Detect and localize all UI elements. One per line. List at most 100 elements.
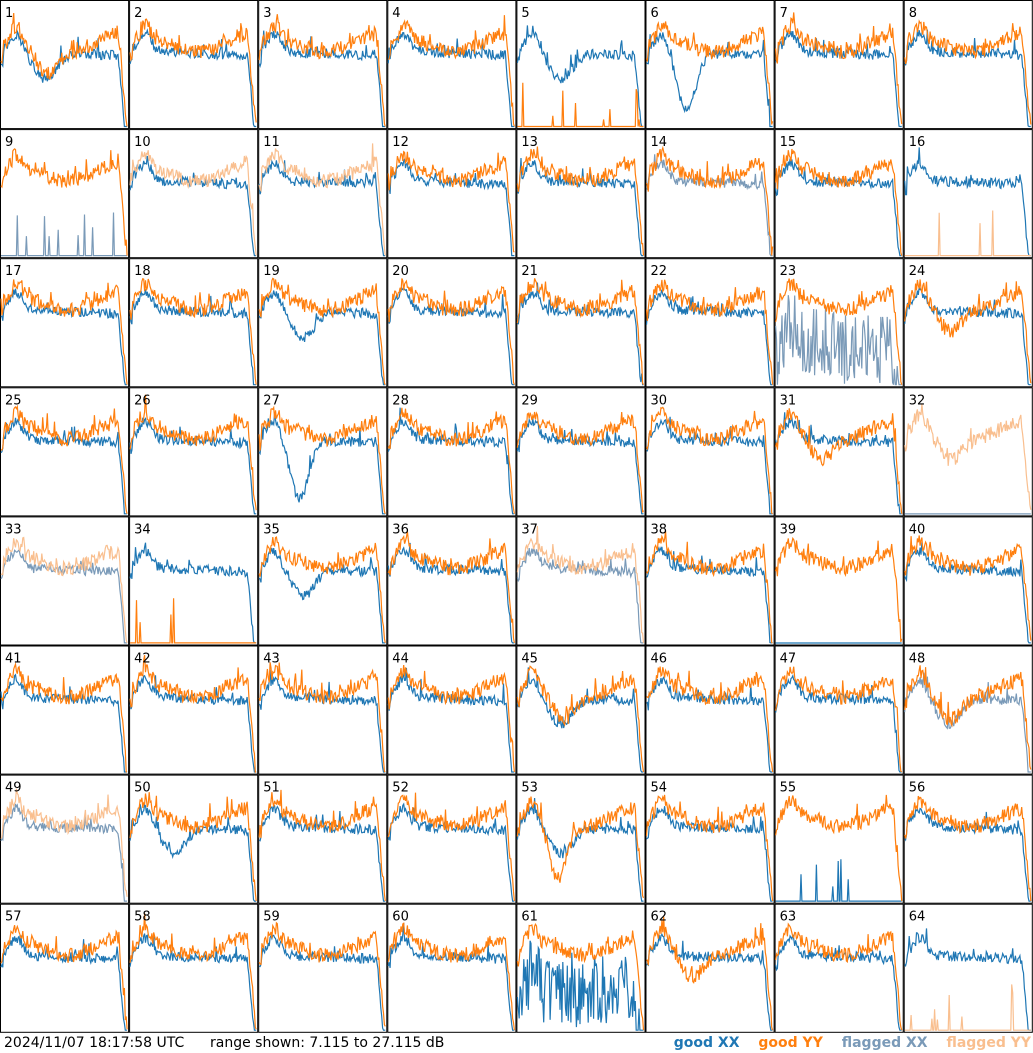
- legend-good-yy: good YY: [758, 1035, 823, 1051]
- panel-label-19: 19: [263, 264, 280, 279]
- panel-frame: [903, 129, 1033, 259]
- panel-frame: [903, 258, 1033, 388]
- panel-frame: [258, 0, 388, 130]
- series-yy-42: [129, 654, 257, 773]
- series-yy-21: [516, 278, 645, 385]
- panel-frame: [258, 387, 388, 517]
- panel-frame: [516, 645, 646, 775]
- panel-frame: [645, 129, 775, 259]
- panel-33: 33: [0, 516, 130, 646]
- series-xx-63: [775, 934, 902, 1031]
- series-yy-8: [904, 19, 1032, 125]
- panel-label-24: 24: [909, 264, 926, 279]
- panel-label-31: 31: [780, 393, 797, 408]
- panel-45: 45: [516, 645, 646, 775]
- series-xx-5: [516, 25, 644, 128]
- series-yy-37: [516, 525, 645, 643]
- series-xx-29: [516, 417, 644, 515]
- panel-label-27: 27: [263, 393, 280, 408]
- panel-label-37: 37: [521, 522, 538, 537]
- panel-frame: [387, 645, 517, 775]
- panel-1: 1: [0, 0, 130, 130]
- series-xx-11: [258, 159, 386, 257]
- panel-label-55: 55: [780, 781, 797, 796]
- panel-label-8: 8: [909, 6, 917, 21]
- panel-label-1: 1: [5, 6, 13, 21]
- panel-frame: [0, 0, 130, 130]
- panel-label-23: 23: [780, 264, 797, 279]
- panel-label-4: 4: [392, 6, 400, 21]
- panel-label-25: 25: [5, 393, 22, 408]
- panel-label-44: 44: [392, 652, 409, 667]
- series-yy-15: [775, 148, 903, 256]
- panel-frame: [258, 258, 388, 388]
- panel-37: 37: [516, 516, 646, 646]
- series-xx-7: [775, 30, 902, 128]
- panel-42: 42: [129, 645, 259, 775]
- series-xx-42: [129, 675, 257, 773]
- panel-frame: [387, 774, 517, 904]
- panel-label-2: 2: [134, 6, 142, 21]
- panel-60: 60: [387, 903, 517, 1033]
- series-xx-61: [516, 940, 644, 1031]
- panel-16: 16: [903, 129, 1033, 259]
- panel-label-58: 58: [134, 910, 151, 925]
- panel-label-42: 42: [134, 652, 151, 667]
- panel-frame: [774, 387, 904, 517]
- series-yy-54: [645, 794, 774, 902]
- panel-64: 64: [903, 903, 1033, 1033]
- series-yy-31: [775, 408, 903, 514]
- series-yy-27: [258, 405, 386, 514]
- panel-frame: [129, 129, 259, 259]
- panel-5: 5: [516, 0, 646, 130]
- series-yy-35: [258, 536, 386, 644]
- series-xx-41: [0, 673, 128, 773]
- panel-43: 43: [258, 645, 388, 775]
- panel-frame: [645, 258, 775, 388]
- panel-frame: [516, 774, 646, 904]
- series-yy-9: [0, 148, 128, 256]
- panel-25: 25: [0, 387, 130, 517]
- panel-35: 35: [258, 516, 388, 646]
- series-xx-9: [1, 212, 128, 257]
- panel-frame: [645, 0, 775, 130]
- series-yy-60: [387, 922, 515, 1031]
- series-yy-25: [0, 404, 128, 514]
- panel-38: 38: [645, 516, 775, 646]
- panel-31: 31: [774, 387, 904, 517]
- panel-frame: [258, 129, 388, 259]
- panel-frame: [516, 387, 646, 517]
- series-xx-23: [775, 295, 902, 386]
- series-yy-34: [130, 598, 257, 644]
- legend-good-xx: good XX: [673, 1035, 740, 1051]
- panel-7: 7: [774, 0, 904, 130]
- panel-frame: [387, 258, 517, 388]
- panel-21: 21: [516, 258, 646, 388]
- panel-15: 15: [774, 129, 904, 259]
- panel-frame: [387, 387, 517, 517]
- series-yy-57: [0, 924, 128, 1030]
- panel-label-29: 29: [521, 393, 538, 408]
- panel-label-10: 10: [134, 135, 151, 150]
- series-yy-36: [387, 531, 515, 644]
- series-yy-51: [258, 789, 386, 902]
- panel-17: 17: [0, 258, 130, 388]
- panel-frame: [129, 645, 259, 775]
- panel-frame: [516, 0, 646, 130]
- panel-label-34: 34: [134, 522, 151, 537]
- panel-13: 13: [516, 129, 646, 259]
- panel-label-28: 28: [392, 393, 409, 408]
- panel-32: 32: [903, 387, 1033, 517]
- panel-29: 29: [516, 387, 646, 517]
- panel-label-14: 14: [651, 135, 668, 150]
- series-yy-53: [516, 796, 645, 899]
- panel-label-7: 7: [780, 6, 788, 21]
- series-yy-47: [775, 666, 903, 773]
- series-yy-43: [258, 662, 386, 773]
- series-yy-50: [129, 792, 257, 902]
- panel-frame: [0, 774, 130, 904]
- series-yy-4: [388, 15, 515, 127]
- series-yy-63: [775, 922, 903, 1031]
- panel-frame: [0, 129, 130, 259]
- series-xx-18: [129, 289, 257, 386]
